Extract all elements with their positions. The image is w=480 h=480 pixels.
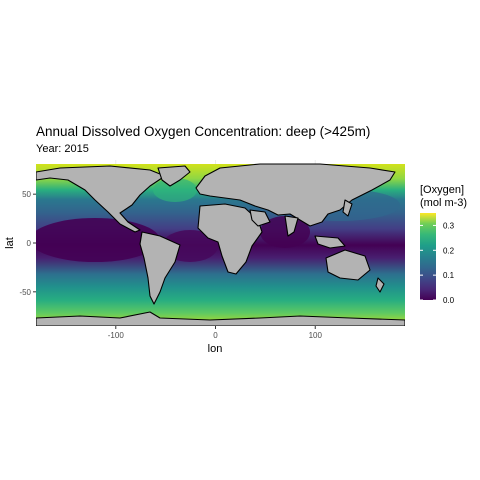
x-tick-label: 100 xyxy=(309,331,323,340)
land-north-america xyxy=(36,165,166,233)
legend-tick-label: 0.3 xyxy=(443,221,455,230)
legend-title-line2: (mol m-3) xyxy=(420,197,468,209)
land-south-america xyxy=(139,231,181,305)
x-tick-label: 0 xyxy=(213,331,218,340)
land-africa xyxy=(197,203,263,275)
x-axis-label: lon xyxy=(208,343,223,355)
legend-tick-label: 0.0 xyxy=(443,296,455,305)
y-tick-label: -50 xyxy=(19,288,31,297)
chart-subtitle: Year: 2015 xyxy=(36,143,89,155)
axes: -100 0 100 -50 0 50 xyxy=(19,190,322,340)
legend-colorbar xyxy=(420,213,436,300)
land-arabia xyxy=(249,209,271,227)
land-new-zealand xyxy=(375,277,385,293)
y-tick-label: 50 xyxy=(22,190,31,199)
continents xyxy=(36,163,405,326)
land-india xyxy=(284,215,299,237)
north-atlantic-green xyxy=(153,178,197,202)
oxygen-minimum-zone-indian xyxy=(260,216,310,248)
y-axis-label: lat xyxy=(4,237,16,249)
land-antarctica xyxy=(36,311,405,326)
legend-tick-label: 0.1 xyxy=(443,271,455,280)
chart-title: Annual Dissolved Oxygen Concentration: d… xyxy=(36,124,371,139)
y-tick-label: 0 xyxy=(27,239,32,248)
land-australia xyxy=(325,249,371,281)
legend-title: [Oxygen] (mol m-3) xyxy=(420,184,467,210)
legend-title-line1: [Oxygen] xyxy=(420,184,465,196)
x-tick-label: -100 xyxy=(108,331,125,340)
land-eurasia xyxy=(195,163,396,227)
legend-ticks: 0.0 0.1 0.2 0.3 xyxy=(420,221,455,305)
land-southeast-asia-islands xyxy=(314,235,346,249)
land-greenland xyxy=(157,165,191,187)
land-japan xyxy=(342,199,353,217)
legend-tick-label: 0.2 xyxy=(443,246,455,255)
